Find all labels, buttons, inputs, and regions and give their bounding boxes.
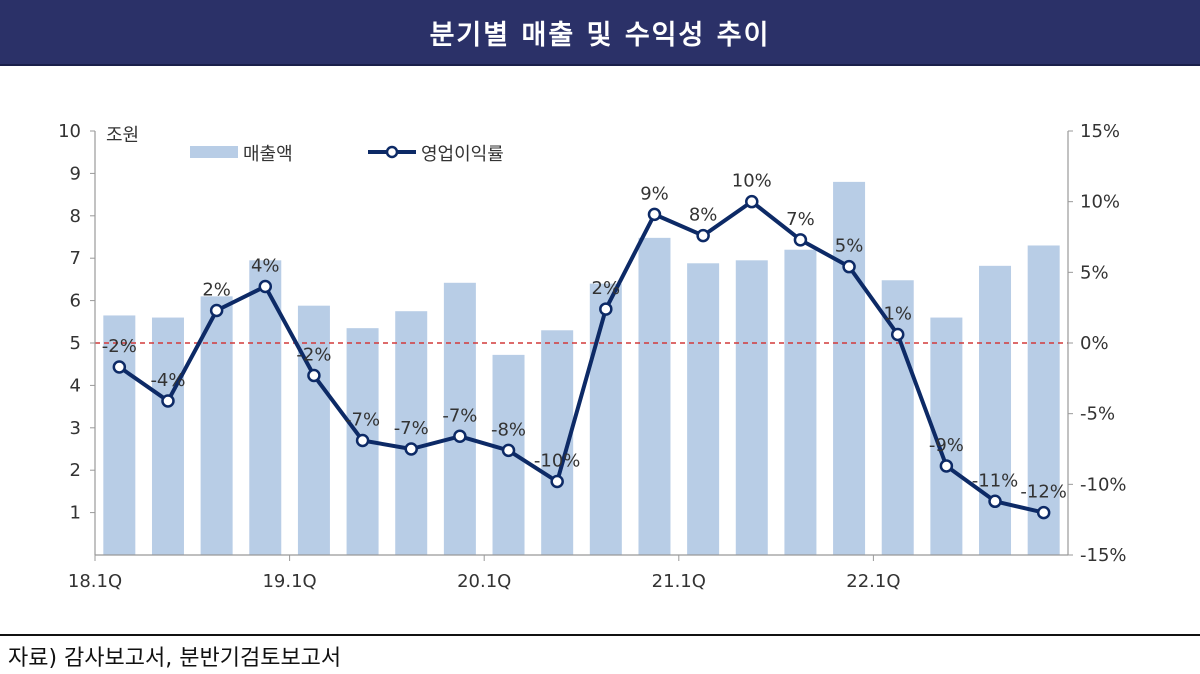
margin-data-label: 8% (689, 205, 718, 226)
bar-21.2Q (735, 260, 768, 555)
margin-point-21.2Q (745, 194, 759, 209)
right-tick-label: -5% (1080, 404, 1115, 425)
right-tick-label: 15% (1080, 121, 1120, 142)
margin-data-label: -10% (534, 451, 581, 472)
margin-data-label: -12% (1020, 482, 1067, 503)
title-bar: 분기별 매출 및 수익성 추이 (0, 0, 1200, 66)
bar-19.3Q (395, 311, 428, 555)
margin-data-label: -7% (442, 405, 477, 426)
margin-data-label: -4% (150, 370, 185, 391)
legend: 매출액 영업이익률 (190, 144, 504, 165)
bar-22.1Q (881, 280, 914, 555)
margin-data-label: -2% (296, 345, 331, 366)
bar-20.3Q (589, 283, 622, 555)
x-tick-label: 21.1Q (652, 571, 706, 592)
bar-21.4Q (833, 181, 866, 555)
margin-point-20.1Q (501, 443, 516, 458)
margin-point-18.3Q (209, 303, 224, 318)
bar-22.3Q (979, 265, 1012, 555)
bar-18.2Q (151, 317, 184, 555)
bar-21.3Q (784, 249, 817, 555)
left-tick-label: 2 (70, 460, 81, 481)
margin-point-21.3Q (793, 233, 808, 247)
margin-data-label: -8% (491, 419, 526, 440)
margin-point-22.4Q (1036, 505, 1051, 520)
margin-data-label: -2% (102, 336, 137, 357)
x-tick-label: 20.1Q (457, 571, 511, 592)
left-axis-unit: 조원 (106, 125, 139, 146)
margin-data-label: -11% (972, 470, 1019, 491)
left-tick-label: 6 (70, 291, 81, 312)
margin-data-label: 1% (883, 304, 912, 325)
margin-point-18.2Q (161, 394, 175, 408)
margin-point-20.2Q (550, 474, 564, 489)
x-tick-label: 18.1Q (68, 571, 122, 592)
margin-point-19.2Q (355, 433, 370, 448)
right-tick-label: 10% (1080, 192, 1120, 213)
left-tick-label: 5 (70, 333, 81, 354)
margin-point-19.4Q (453, 429, 467, 444)
margin-data-label: -7% (345, 410, 380, 431)
bar-18.1Q (103, 315, 136, 555)
right-tick-label: 5% (1080, 262, 1109, 283)
right-tick-label: -10% (1080, 474, 1127, 495)
margin-data-label: -9% (929, 435, 964, 456)
margin-data-label: 2% (592, 278, 621, 299)
left-tick-label: 7 (70, 248, 81, 269)
x-tick-label: 22.1Q (846, 571, 900, 592)
legend-bar-swatch (190, 146, 238, 158)
left-tick-label: 4 (70, 375, 81, 396)
x-tick-label: 19.1Q (262, 571, 316, 592)
legend-marker-icon (385, 145, 399, 159)
legend-label-margin: 영업이익률 (421, 144, 504, 165)
margin-point-22.3Q (988, 494, 1002, 509)
margin-data-label: 7% (786, 209, 815, 230)
right-tick-label: 0% (1080, 333, 1109, 354)
margin-data-label: 2% (202, 279, 231, 300)
bar-20.4Q (638, 237, 671, 555)
margin-point-20.3Q (599, 302, 613, 316)
left-tick-label: 10 (58, 121, 81, 142)
legend-label-sales: 매출액 (243, 144, 293, 165)
margin-data-label: 10% (732, 171, 772, 192)
bar-21.1Q (687, 263, 720, 555)
bar-19.4Q (443, 282, 476, 555)
left-tick-label: 1 (70, 503, 81, 524)
margin-point-21.4Q (842, 259, 856, 274)
left-tick-label: 8 (70, 206, 81, 227)
margin-data-label: -7% (394, 418, 429, 439)
margin-point-20.4Q (647, 207, 662, 222)
source-note: 자료) 감사보고서, 분반기검토보고서 (8, 646, 342, 671)
source-divider (0, 634, 1200, 636)
margin-point-18.4Q (258, 279, 273, 294)
chart-title: 분기별 매출 및 수익성 추이 (429, 19, 771, 51)
margin-data-label: 5% (835, 236, 864, 257)
margin-point-19.3Q (404, 442, 418, 456)
margin-data-label: 9% (640, 183, 669, 204)
margin-data-label: 4% (251, 255, 280, 276)
bar-19.1Q (297, 305, 330, 555)
left-tick-label: 9 (70, 163, 81, 184)
margin-point-22.1Q (890, 327, 905, 342)
margin-point-19.1Q (307, 368, 321, 383)
margin-point-21.1Q (696, 228, 710, 243)
left-tick-label: 3 (70, 418, 81, 439)
margin-point-22.2Q (939, 459, 954, 473)
operating-margin-line (118, 199, 1045, 515)
bar-22.4Q (1027, 245, 1060, 556)
bar-18.3Q (200, 296, 233, 555)
right-tick-label: -15% (1080, 545, 1127, 566)
margin-point-18.1Q (112, 360, 127, 374)
